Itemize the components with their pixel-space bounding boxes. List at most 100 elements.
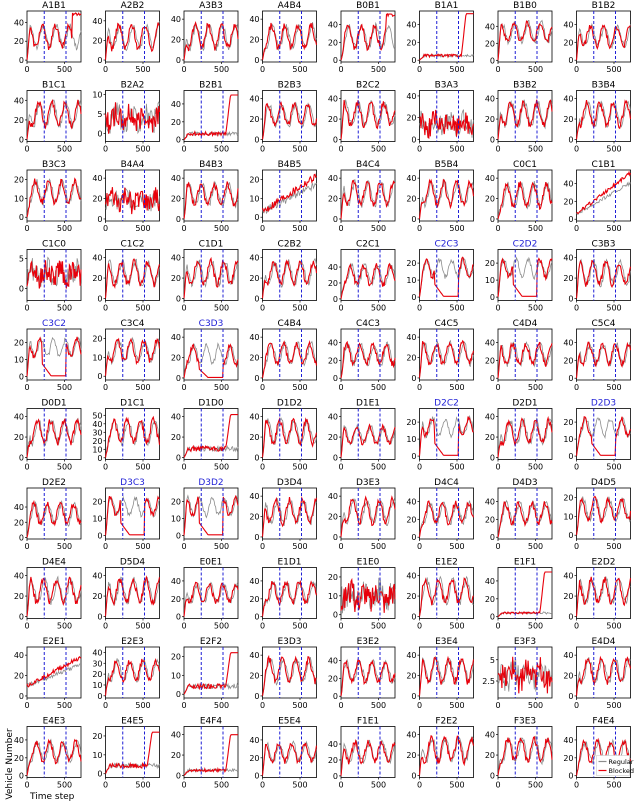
panel-b4b5: B4B5 0 10 20 0 500 (249, 160, 317, 233)
blocked-series-line (497, 415, 553, 458)
plot-frame (183, 567, 239, 619)
panel-c2b2: C2B2 0 20 40 0 500 (249, 240, 318, 313)
regular-series-line (183, 581, 239, 617)
panel-e1e0: E1E0 0 10 20 0 500 (328, 558, 396, 631)
y-tick-label: 40 (249, 413, 259, 422)
y-tick-label: 20 (171, 433, 181, 442)
regular-series-line (576, 181, 631, 216)
blocked-series-line (183, 343, 239, 379)
plot-frame (419, 487, 474, 540)
x-tick-label: 500 (371, 383, 386, 392)
panel-title: C1B1 (592, 160, 616, 170)
y-tick-label: 40 (171, 413, 181, 422)
y-tick-label: 20 (171, 595, 181, 604)
x-tick-label: 500 (135, 65, 150, 74)
y-tick-label: 20 (171, 274, 181, 283)
panel-b3a3: B3A3 0 20 40 0 500 (406, 81, 475, 154)
x-tick-label: 500 (292, 622, 307, 631)
x-tick-label: 500 (528, 383, 543, 392)
y-tick-label: 0 (411, 692, 416, 701)
blocked-series-line (261, 339, 318, 379)
x-tick-label: 500 (449, 224, 464, 233)
y-tick-label: 20 (406, 592, 416, 601)
y-tick-label: 5 (19, 255, 24, 264)
blocked-series-line (104, 102, 161, 134)
blocked-series-line (104, 575, 161, 617)
x-tick-label: 500 (371, 224, 386, 233)
blocked-series-line (418, 178, 475, 220)
x-tick-label: 0 (417, 383, 422, 392)
y-tick-label: 0 (97, 770, 102, 779)
x-tick-label: 0 (260, 145, 265, 154)
panel-title: A2B2 (121, 1, 145, 11)
panel-e3d3: E3D3 0 20 40 0 500 (249, 637, 317, 710)
x-tick-label: 0 (103, 224, 108, 233)
x-tick-label: 0 (24, 542, 29, 551)
blocked-series-line (340, 179, 396, 220)
y-tick-label: 40 (249, 15, 259, 24)
panel-title: D4D3 (512, 478, 537, 488)
y-tick-label: 40 (563, 338, 573, 347)
blocked-series-line (104, 258, 161, 299)
y-tick-label: 20 (249, 672, 259, 681)
x-tick-label: 500 (214, 463, 229, 472)
x-tick-label: 0 (338, 542, 343, 551)
x-tick-label: 0 (24, 622, 29, 631)
regular-series-line (26, 499, 82, 538)
panel-b3c3: B3C3 0 10 20 0 500 (14, 160, 82, 233)
blocked-series-line (418, 577, 474, 617)
y-tick-label: 0 (568, 294, 573, 303)
blocked-series-line (340, 658, 396, 697)
x-tick-label: 500 (292, 65, 307, 74)
x-tick-label: 0 (181, 383, 186, 392)
y-tick-label: 20 (92, 36, 102, 45)
x-tick-label: 500 (371, 463, 386, 472)
x-tick-label: 500 (292, 383, 307, 392)
x-tick-label: 0 (24, 224, 29, 233)
x-tick-label: 0 (103, 65, 108, 74)
plot-frame (340, 408, 396, 460)
blocked-series-line (26, 417, 82, 458)
panel-title: D1E1 (356, 399, 380, 409)
panel-e3e4: E3E4 0 20 40 0 500 (406, 637, 475, 710)
y-tick-label: 20 (328, 279, 338, 288)
panel-d4d5: D4D5 0 10 20 0 500 (563, 478, 632, 551)
x-tick-label: 0 (417, 463, 422, 472)
y-tick-label: 0 (254, 56, 259, 65)
x-tick-label: 500 (292, 463, 307, 472)
y-tick-label: 0 (19, 136, 24, 145)
panel-title: B1A1 (435, 1, 459, 11)
x-tick-label: 500 (214, 542, 229, 551)
panel-e1f1: E1F1 0 20 40 0 500 (485, 558, 553, 631)
blocked-series-line (340, 423, 396, 458)
x-tick-label: 0 (260, 781, 265, 790)
x-tick-label: 500 (135, 701, 150, 710)
y-tick-label: 20 (328, 115, 338, 124)
y-tick-label: 20 (563, 356, 573, 365)
panel-c1b1: C1B1 0 20 40 0 500 (563, 160, 632, 233)
blocked-series-line (340, 12, 396, 61)
regular-series-line (183, 23, 239, 61)
panel-b0b1: B0B1 0 20 40 0 500 (328, 1, 396, 74)
panel-title: E2F2 (200, 637, 222, 647)
x-tick-label: 0 (181, 542, 186, 551)
y-tick-label: 40 (485, 22, 495, 31)
panel-title: A4B4 (278, 1, 302, 11)
blocked-series-line (26, 260, 82, 289)
x-tick-label: 0 (417, 224, 422, 233)
x-tick-label: 0 (574, 304, 579, 313)
panel-e2e3: E2E3 0 10 20 30 40 0 500 (92, 637, 161, 710)
plot-frame (419, 328, 474, 381)
y-tick-label: 40 (406, 333, 416, 342)
panel-b2b3: B2B3 0 20 40 0 500 (249, 81, 318, 154)
panel-title: D3E3 (356, 478, 380, 488)
regular-series-line (340, 739, 396, 776)
x-tick-label: 0 (24, 781, 29, 790)
x-tick-label: 500 (214, 224, 229, 233)
blocked-series-line (340, 340, 396, 379)
panel-title: D3C3 (120, 478, 145, 488)
x-tick-label: 500 (292, 224, 307, 233)
y-tick-label: 40 (563, 572, 573, 581)
panel-c1c2: C1C2 0 20 40 0 500 (92, 240, 161, 313)
